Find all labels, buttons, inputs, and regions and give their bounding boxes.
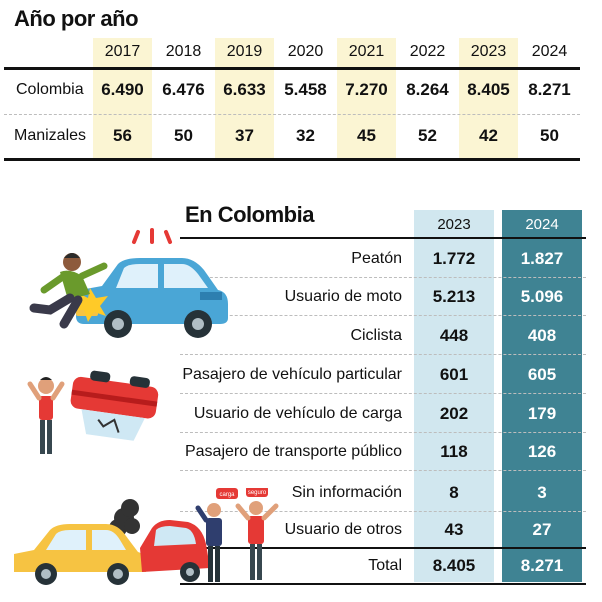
column-2023	[414, 210, 494, 582]
value-2023: 202	[439, 404, 469, 423]
pedestrian-accident-illustration	[29, 228, 228, 338]
value-2024: 1.827	[520, 249, 564, 268]
row-label-colombia: Colombia	[16, 81, 84, 98]
row-divider	[180, 470, 586, 471]
value-2023: 601	[439, 365, 469, 384]
row-divider	[180, 277, 586, 278]
cell-value: 50	[540, 126, 559, 145]
row-divider	[180, 511, 586, 512]
total-2023: 8.405	[432, 556, 476, 575]
cell-value: 8.271	[528, 80, 571, 99]
year-header: 2018	[165, 43, 202, 60]
row-divider	[180, 393, 586, 394]
speech-bubble-icon	[216, 488, 238, 499]
header-rule	[180, 237, 586, 239]
row-divider	[180, 354, 586, 355]
cell-value: 45	[357, 126, 376, 145]
alert-lines-icon	[132, 228, 172, 244]
highlight-col-2019	[215, 38, 274, 158]
speech-bubble-icon	[246, 488, 268, 497]
cell-value: 6.476	[162, 80, 205, 99]
row-divider	[180, 432, 586, 433]
category-label: Usuario de vehículo de carga	[193, 405, 402, 422]
cell-value: 8.264	[406, 80, 449, 99]
cell-value: 50	[174, 126, 193, 145]
smoke-icon	[109, 499, 140, 537]
cell-value: 7.270	[345, 80, 388, 99]
value-2024: 408	[527, 326, 557, 345]
total-label: Total	[368, 557, 402, 574]
total-rule	[180, 547, 586, 549]
car-collision-illustration: carga seguro	[14, 488, 279, 585]
impact-star-icon	[72, 288, 108, 322]
column-2024	[502, 210, 582, 582]
cell-value: 5.458	[284, 80, 327, 99]
value-2024: 179	[527, 404, 557, 423]
row-divider	[180, 315, 586, 316]
category-label: Usuario de moto	[284, 288, 402, 305]
value-2024: 3	[537, 483, 547, 502]
cell-value: 42	[479, 126, 498, 145]
sign-left-text: carga	[219, 492, 235, 498]
sign-right-text: seguro	[248, 490, 267, 496]
year-header: 2022	[409, 43, 446, 60]
value-2023: 43	[444, 520, 464, 539]
cell-value: 37	[235, 126, 254, 145]
top-rule	[4, 67, 580, 70]
cell-value: 6.490	[101, 80, 144, 99]
year-header: 2021	[348, 43, 385, 60]
value-2023: 1.772	[432, 249, 476, 268]
value-2023: 5.213	[432, 287, 476, 306]
year-header: 2019	[226, 43, 263, 60]
value-2023: 118	[440, 442, 468, 461]
row-label-manizales: Manizales	[14, 127, 87, 144]
cell-value: 32	[296, 126, 315, 145]
value-2024: 27	[532, 520, 552, 539]
column-header-2024: 2024	[525, 216, 559, 233]
cell-value: 52	[418, 126, 437, 145]
table-bottom-rule	[180, 583, 586, 585]
highlight-col-2017	[93, 38, 152, 158]
cell-value: 6.633	[223, 80, 266, 99]
column-header-2023: 2023	[437, 216, 471, 233]
category-label: Sin información	[291, 484, 402, 501]
total-2024: 8.271	[520, 556, 564, 575]
year-header: 2023	[470, 43, 507, 60]
category-label: Ciclista	[350, 327, 402, 344]
category-label: Pasajero de transporte público	[184, 443, 402, 460]
section-title-year-by-year: Año por año	[14, 6, 139, 31]
overturned-car-illustration	[27, 370, 159, 454]
highlight-col-2023	[459, 38, 518, 158]
year-header: 2017	[104, 43, 141, 60]
cell-value: 8.405	[467, 80, 510, 99]
value-2023: 448	[439, 326, 469, 345]
value-2024: 5.096	[520, 287, 564, 306]
category-label: Usuario de otros	[284, 521, 402, 538]
highlight-col-2021	[337, 38, 396, 158]
category-label: Peatón	[351, 250, 402, 267]
section-title-colombia: En Colombia	[185, 202, 314, 227]
row-divider	[4, 114, 580, 115]
value-2024: 126	[527, 442, 557, 461]
year-header: 2024	[531, 43, 568, 60]
year-header: 2020	[287, 43, 324, 60]
value-2024: 605	[527, 365, 557, 384]
bottom-rule	[4, 158, 580, 161]
value-2023: 8	[449, 483, 459, 502]
cell-value: 56	[113, 126, 132, 145]
category-label: Pasajero de vehículo particular	[182, 366, 402, 383]
